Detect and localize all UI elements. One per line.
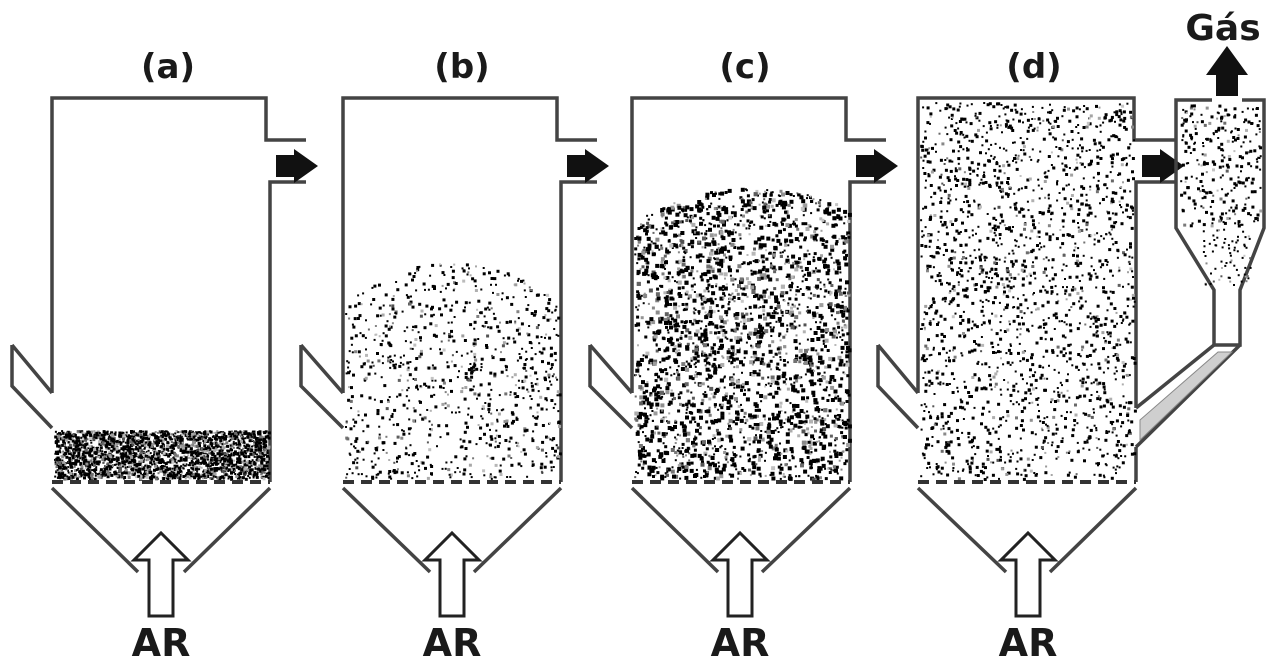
panel-a: (a) AR bbox=[10, 47, 318, 663]
panel-c: (c) AR bbox=[588, 47, 898, 663]
panel-a-label: (a) bbox=[141, 47, 195, 87]
particles-b bbox=[345, 263, 562, 480]
vessel-b-wall bbox=[341, 96, 597, 482]
panel-b-label: (b) bbox=[434, 47, 489, 87]
vessel-a-wall bbox=[50, 96, 306, 482]
outlet-arrow-b-icon bbox=[567, 149, 609, 183]
air-label-a: AR bbox=[132, 621, 191, 663]
particles-d bbox=[920, 102, 1137, 481]
inlet-b bbox=[299, 343, 345, 430]
air-arrow-c-icon bbox=[709, 530, 771, 618]
particles-a bbox=[54, 430, 271, 481]
panel-d: (d) AR Gás bbox=[876, 8, 1266, 663]
gas-exit-arrow-icon bbox=[1206, 46, 1248, 96]
inlet-c bbox=[588, 343, 634, 430]
air-arrow-d-icon bbox=[997, 530, 1059, 618]
plenum-d bbox=[916, 486, 1138, 574]
inlet-d bbox=[876, 343, 920, 430]
plenum-c bbox=[630, 486, 852, 574]
cyclone-particles bbox=[1180, 104, 1263, 286]
particles-c bbox=[634, 187, 852, 482]
cyclone-return-leg bbox=[1134, 343, 1242, 449]
cyclone-body bbox=[1174, 98, 1266, 347]
air-label-b: AR bbox=[423, 621, 482, 663]
outlet-arrow-a-icon bbox=[276, 149, 318, 183]
air-label-d: AR bbox=[999, 621, 1058, 663]
air-arrow-a-icon bbox=[130, 530, 192, 618]
panel-c-label: (c) bbox=[719, 47, 770, 87]
outlet-arrow-c-icon bbox=[856, 149, 898, 183]
air-arrow-b-icon bbox=[421, 530, 483, 618]
return-leg-solids bbox=[1139, 351, 1234, 442]
gas-label: Gás bbox=[1185, 8, 1260, 49]
plenum-a bbox=[50, 486, 272, 574]
plenum-b bbox=[341, 486, 563, 574]
panel-b: (b) AR bbox=[299, 47, 609, 663]
outlet-arrow-d-icon bbox=[1142, 149, 1184, 183]
inlet-a bbox=[10, 343, 54, 430]
panel-d-label: (d) bbox=[1006, 47, 1061, 87]
air-label-c: AR bbox=[711, 621, 770, 663]
